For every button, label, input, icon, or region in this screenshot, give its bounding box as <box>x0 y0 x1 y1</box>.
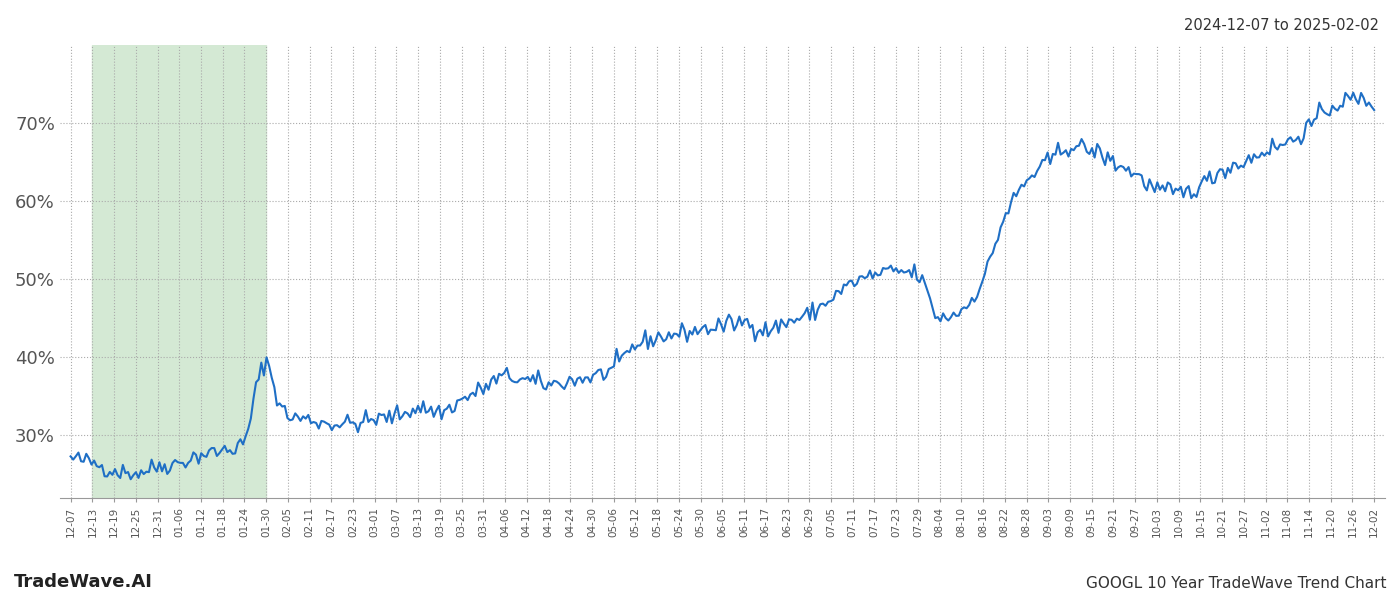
Text: TradeWave.AI: TradeWave.AI <box>14 573 153 591</box>
Text: 2024-12-07 to 2025-02-02: 2024-12-07 to 2025-02-02 <box>1184 18 1379 33</box>
Text: GOOGL 10 Year TradeWave Trend Chart: GOOGL 10 Year TradeWave Trend Chart <box>1085 576 1386 591</box>
Bar <box>92 45 266 498</box>
